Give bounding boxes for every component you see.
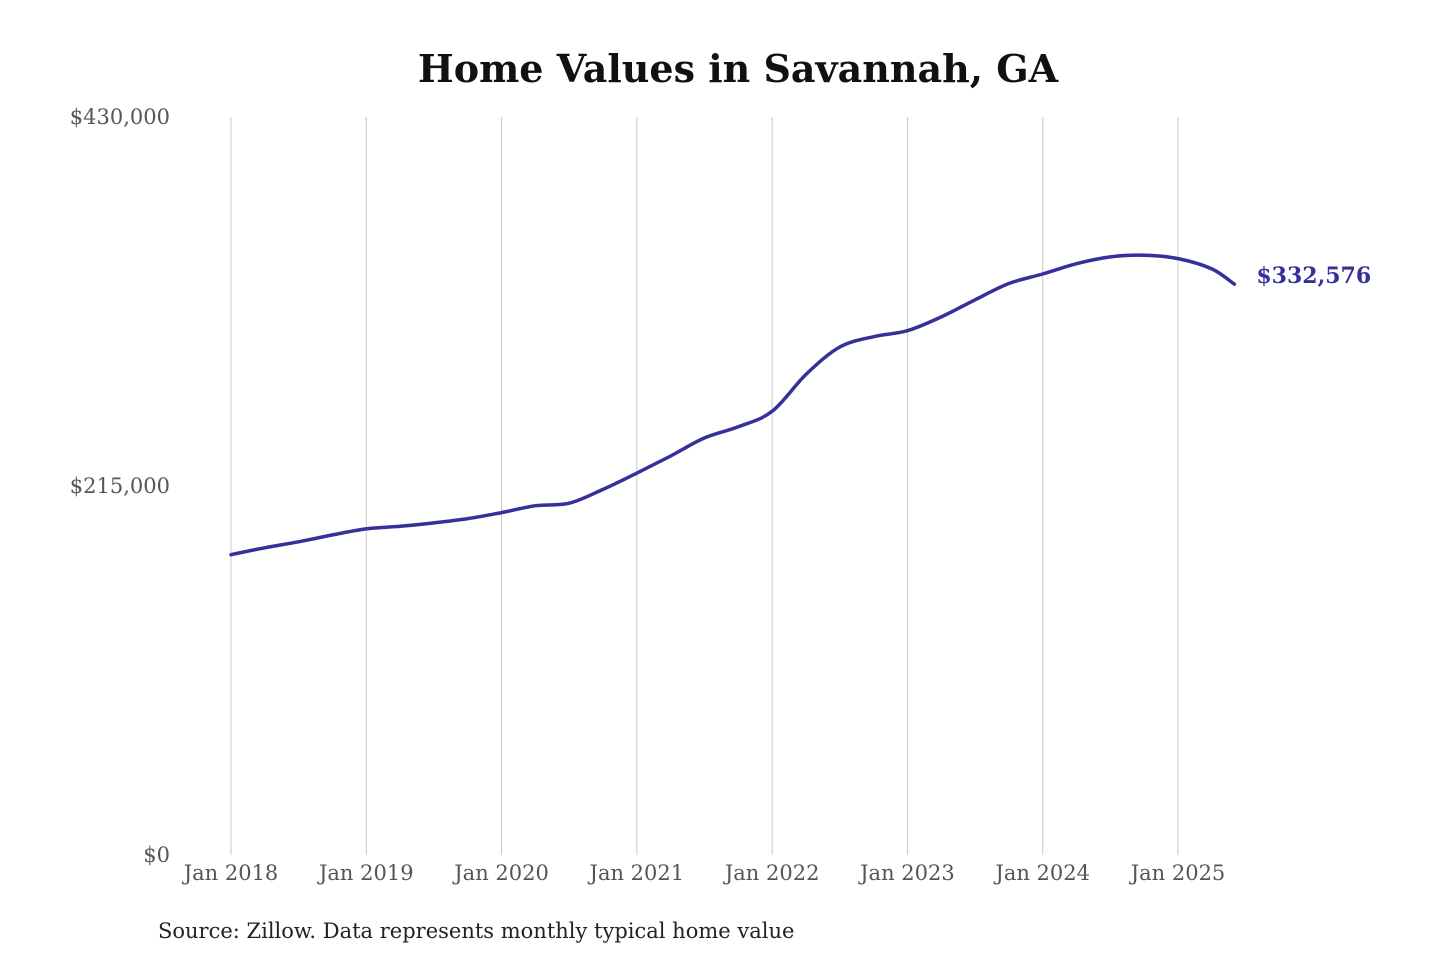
- y-axis-ticks: $0 $215,000 $430,000: [70, 105, 170, 867]
- series-line: [229, 253, 1237, 557]
- x-tick-label: Jan 2025: [1129, 861, 1226, 885]
- end-value-label: $332,576: [1256, 263, 1371, 289]
- x-axis-ticks: Jan 2018 Jan 2019 Jan 2020 Jan 2021 Jan 2022…: [182, 861, 1226, 885]
- y-tick-label: $215,000: [70, 474, 170, 498]
- x-tick-label: Jan 2021: [588, 861, 685, 885]
- x-tick-label: Jan 2024: [993, 861, 1090, 885]
- source-note: Source: Zillow. Data represents monthly …: [158, 919, 794, 943]
- x-tick-label: Jan 2019: [317, 861, 414, 885]
- end-labels: $332,576: [1256, 263, 1371, 289]
- y-tick-label: $0: [143, 843, 170, 867]
- x-tick-label: Jan 2023: [858, 861, 955, 885]
- x-tick-label: Jan 2018: [182, 861, 279, 885]
- x-tick-label: Jan 2022: [723, 861, 820, 885]
- gridlines: [230, 117, 1179, 855]
- series-lines: [229, 253, 1237, 557]
- y-tick-label: $430,000: [70, 105, 170, 129]
- chart-title: Home Values in Savannah, GA: [418, 46, 1059, 91]
- x-tick-label: Jan 2020: [452, 861, 549, 885]
